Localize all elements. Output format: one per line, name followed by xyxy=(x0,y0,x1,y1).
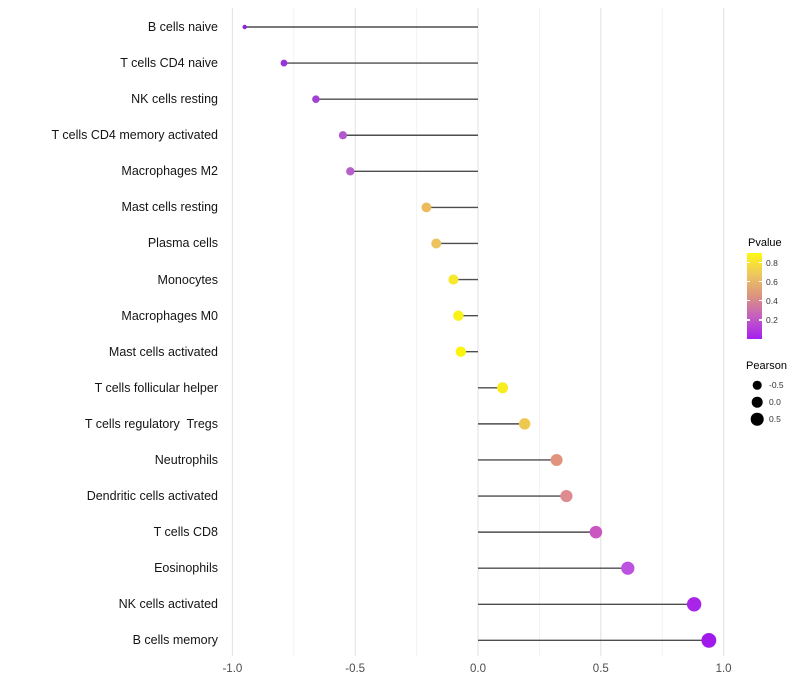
lollipop-dots xyxy=(242,24,717,648)
y-axis-label: T cells follicular helper xyxy=(94,380,218,395)
lollipop-segments xyxy=(244,26,709,642)
lollipop-dot xyxy=(518,418,531,430)
lollipop-dot xyxy=(421,202,432,213)
gridlines xyxy=(231,8,725,656)
pvalue-colorbar xyxy=(747,253,762,339)
lollipop-dot xyxy=(346,167,355,176)
y-axis-label: Dendritic cells activated xyxy=(86,489,218,504)
size-legend-label: 0.5 xyxy=(769,414,781,425)
colorbar-tick-label: 0.8 xyxy=(766,257,778,268)
lollipop-dot xyxy=(431,238,442,249)
y-axis-label: B cells memory xyxy=(132,633,218,648)
y-axis-label: NK cells activated xyxy=(118,597,218,612)
y-axis-label: Neutrophils xyxy=(154,452,218,467)
x-axis-tick-label: -1.0 xyxy=(222,663,243,675)
size-legend-dot xyxy=(751,396,763,408)
pearson-legend-title: Pearson xyxy=(746,360,787,372)
size-legend-label: -0.5 xyxy=(769,380,784,390)
size-legend-label: 0.0 xyxy=(769,397,781,408)
colorbar-tick xyxy=(747,300,750,302)
lollipop-dot xyxy=(701,632,717,648)
y-axis-label: NK cells resting xyxy=(131,92,218,107)
colorbar-tick xyxy=(747,319,750,321)
lollipop-dot xyxy=(621,561,635,575)
lollipop-dot xyxy=(448,274,459,285)
y-axis-label: Eosinophils xyxy=(154,561,218,576)
x-axis-tick-label: 0.0 xyxy=(470,663,486,675)
lollipop-dot xyxy=(453,310,464,321)
lollipop-dot xyxy=(560,489,573,503)
y-axis-label: T cells CD4 naive xyxy=(120,56,218,71)
lollipop-dot xyxy=(497,382,509,394)
colorbar-tick xyxy=(759,280,762,283)
pvalue-legend-title: Pvalue xyxy=(748,237,782,249)
lollipop-dot xyxy=(242,24,247,30)
y-axis-label: T cells CD8 xyxy=(153,525,218,540)
colorbar-tick xyxy=(747,280,750,283)
colorbar-tick-label: 0.2 xyxy=(766,314,778,325)
y-axis-label: Plasma cells xyxy=(147,236,218,251)
lollipop-dot xyxy=(589,525,603,539)
y-axis-label: T cells regulatory Tregs xyxy=(84,416,218,431)
size-legend-dot xyxy=(750,413,764,426)
colorbar-tick xyxy=(747,261,750,264)
x-axis-tick-label: 1.0 xyxy=(715,663,732,675)
lollipop-dot xyxy=(550,453,563,466)
y-axis-label: Mast cells resting xyxy=(121,200,218,215)
y-axis-label: Mast cells activated xyxy=(108,344,218,359)
lollipop-dot xyxy=(312,95,320,103)
x-axis-tick-label: -0.5 xyxy=(345,663,366,675)
size-legend-dot xyxy=(752,380,762,390)
colorbar-tick xyxy=(759,300,762,302)
colorbar-tick-label: 0.6 xyxy=(766,276,778,287)
lollipop-dot xyxy=(338,131,348,140)
x-axis-tick-label: 0.5 xyxy=(592,663,609,675)
y-axis-label: Monocytes xyxy=(157,272,218,287)
lollipop-dot xyxy=(686,597,702,612)
colorbar-tick-label: 0.4 xyxy=(766,295,778,306)
colorbar-tick xyxy=(759,319,762,321)
y-axis-label: B cells naive xyxy=(147,20,218,34)
y-axis-label: Macrophages M0 xyxy=(121,308,218,323)
lollipop-dot xyxy=(455,346,467,357)
y-axis-label: T cells CD4 memory activated xyxy=(51,128,219,143)
y-axis-label: Macrophages M2 xyxy=(121,164,218,179)
colorbar-tick xyxy=(759,261,762,264)
lollipop-dot xyxy=(280,59,288,67)
